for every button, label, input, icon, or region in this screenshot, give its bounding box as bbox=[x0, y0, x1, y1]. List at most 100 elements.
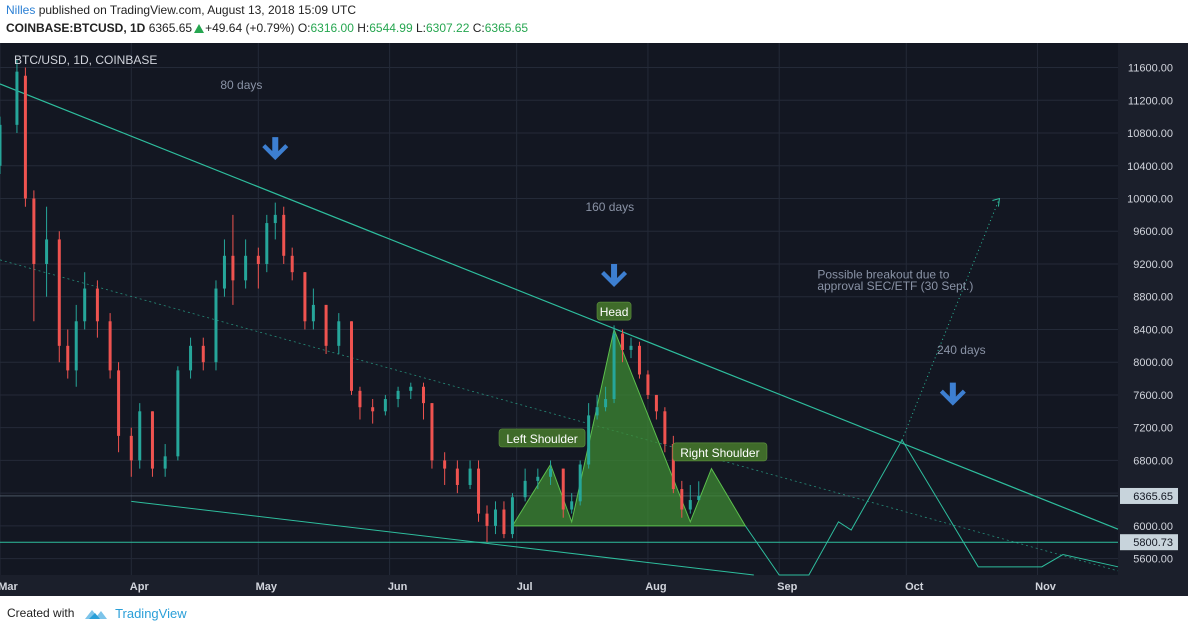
lower-trendline bbox=[131, 500, 754, 576]
support-price-tag: 5800.73 bbox=[1133, 537, 1173, 549]
candle-body bbox=[477, 468, 481, 514]
candle-body bbox=[371, 407, 375, 412]
candle-body bbox=[663, 411, 667, 445]
candle-body bbox=[349, 321, 353, 391]
candle-body bbox=[214, 288, 218, 363]
projected-price-path bbox=[744, 438, 1119, 576]
candle-body bbox=[654, 394, 658, 412]
candle-body bbox=[150, 411, 154, 469]
y-tick-label: 7600.00 bbox=[1133, 390, 1173, 402]
tradingview-link[interactable]: TradingView bbox=[115, 606, 187, 622]
candle-body bbox=[95, 288, 99, 322]
chart-svg[interactable]: 80 days 160 days 240 days Possible breakout… bbox=[0, 43, 1188, 596]
y-tick-label: 6000.00 bbox=[1133, 521, 1173, 533]
candle-body bbox=[290, 255, 294, 273]
y-tick-label: 9200.00 bbox=[1133, 259, 1173, 271]
x-tick-label: Mar bbox=[0, 581, 18, 593]
candle-body bbox=[303, 272, 307, 322]
chart-panel[interactable]: 80 days 160 days 240 days Possible breakout… bbox=[0, 43, 1188, 596]
candle-body bbox=[57, 239, 61, 346]
y-tick-label: 11200.00 bbox=[1128, 95, 1173, 107]
candle-body bbox=[222, 255, 226, 289]
breakout-arrowhead bbox=[992, 197, 1001, 207]
candle-body bbox=[189, 345, 193, 371]
x-tick-label: Sep bbox=[777, 581, 797, 593]
annotation-breakout-line2: approval SEC/ETF (30 Sept.) bbox=[817, 279, 973, 293]
y-tick-label: 9600.00 bbox=[1133, 226, 1173, 238]
y-tick-label: 7200.00 bbox=[1133, 423, 1173, 435]
support-price-tag-bg bbox=[1120, 534, 1178, 551]
candle-body bbox=[468, 468, 472, 485]
upper-trendline bbox=[0, 83, 1119, 530]
tradingview-logo-icon bbox=[84, 609, 107, 619]
y-tick-label: 10400.00 bbox=[1127, 161, 1173, 173]
y-tick-label: 11600.00 bbox=[1128, 63, 1173, 75]
candle-body bbox=[244, 255, 248, 281]
y-tick-label: 8800.00 bbox=[1133, 292, 1173, 304]
annotation-160-days: 160 days bbox=[585, 200, 634, 214]
candle-body bbox=[396, 390, 400, 400]
candle-body bbox=[646, 374, 650, 395]
candle-body bbox=[697, 495, 701, 501]
candle-body bbox=[680, 489, 684, 510]
candle-body bbox=[74, 321, 78, 371]
candle-body bbox=[83, 288, 87, 322]
candle-body bbox=[612, 333, 616, 400]
x-tick-label: Apr bbox=[130, 581, 150, 593]
x-tick-label: Jul bbox=[517, 581, 533, 593]
candle-body bbox=[32, 198, 36, 264]
candle-body bbox=[108, 321, 112, 371]
candle-body bbox=[337, 321, 341, 346]
candle-body bbox=[311, 304, 315, 322]
current-price-tag: 6365.65 bbox=[1133, 491, 1173, 503]
candle-body bbox=[561, 468, 565, 510]
candle-body bbox=[688, 500, 692, 510]
candle-body bbox=[549, 468, 553, 477]
high-label: H: bbox=[357, 21, 370, 35]
candle-body bbox=[273, 214, 277, 224]
label-head: Head bbox=[600, 305, 629, 319]
candle-body bbox=[502, 509, 506, 535]
candle-body bbox=[358, 390, 362, 408]
candle-body bbox=[510, 497, 514, 535]
head-and-shoulders-pattern bbox=[511, 327, 747, 527]
candle-body bbox=[536, 476, 540, 481]
candle-body bbox=[265, 223, 269, 264]
candle-body bbox=[282, 214, 286, 256]
y-tick-label: 10000.00 bbox=[1127, 194, 1173, 206]
candle-body bbox=[201, 345, 205, 363]
high-value: 6544.99 bbox=[369, 21, 413, 35]
open-value: 6316.00 bbox=[310, 21, 354, 35]
low-value: 6307.22 bbox=[425, 21, 470, 35]
candle-body bbox=[138, 411, 142, 461]
candle-body bbox=[117, 370, 121, 436]
candle-body bbox=[671, 444, 675, 490]
candle-body bbox=[595, 407, 599, 416]
candle-body bbox=[443, 460, 447, 469]
candle-body bbox=[129, 435, 133, 461]
candle-body bbox=[66, 345, 70, 371]
y-tick-label: 5600.00 bbox=[1133, 554, 1173, 566]
candle-body bbox=[485, 513, 489, 526]
chart-title: BTC/USD, 1D, COINBASE bbox=[14, 53, 157, 67]
down-arrow-80-icon bbox=[262, 137, 289, 161]
down-arrow-160-icon bbox=[601, 263, 628, 287]
label-left-shoulder: Left Shoulder bbox=[506, 432, 577, 446]
candle-body bbox=[383, 399, 387, 412]
candle-body bbox=[45, 239, 49, 264]
close-value: 6365.65 bbox=[484, 21, 529, 35]
candle-body bbox=[637, 345, 641, 375]
x-tick-label: Jun bbox=[388, 581, 408, 593]
candle-body bbox=[23, 75, 27, 199]
label-head-bg bbox=[596, 301, 632, 321]
low-label: L: bbox=[415, 21, 426, 35]
author-link[interactable]: Nilles bbox=[6, 3, 36, 17]
annotation-240-days: 240 days bbox=[937, 343, 986, 357]
candle-body bbox=[163, 456, 167, 469]
publish-info: Nilles published on TradingView.com, Aug… bbox=[6, 3, 356, 17]
label-right-shoulder: Right Shoulder bbox=[680, 446, 759, 460]
candle-body bbox=[570, 501, 574, 510]
candle-body bbox=[421, 386, 425, 404]
candle-body bbox=[604, 399, 608, 408]
down-arrow-240-icon bbox=[939, 382, 966, 406]
